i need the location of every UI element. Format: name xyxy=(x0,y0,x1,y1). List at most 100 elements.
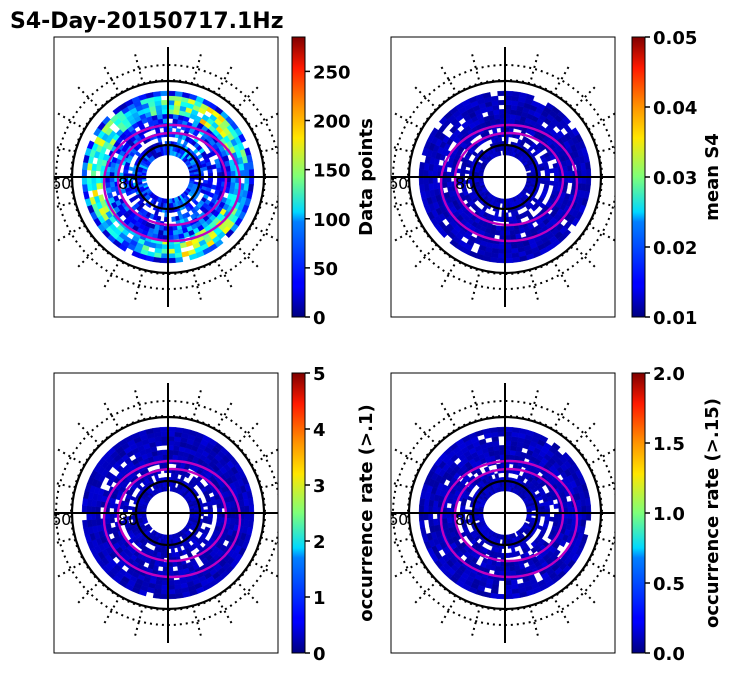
meridian-dotted xyxy=(439,63,456,91)
meridian-dotted xyxy=(470,610,480,639)
heatmap-cell xyxy=(174,592,184,599)
colorbar-tick-label: 250 xyxy=(313,62,351,83)
heatmap-cell xyxy=(544,168,550,174)
heatmap-cell xyxy=(584,497,591,507)
colorbar-tick-label: 0.05 xyxy=(653,28,697,49)
heatmap-cell xyxy=(508,552,514,558)
heatmap-cell xyxy=(172,225,178,232)
meridian-dotted xyxy=(391,562,419,579)
heatmap-cell xyxy=(159,463,165,470)
meridian-dotted xyxy=(75,420,98,443)
heatmap-cell xyxy=(244,512,250,521)
colorbar-tick-label: 2 xyxy=(313,532,326,553)
heatmap-cell xyxy=(82,497,89,507)
meridian-dotted xyxy=(439,599,456,627)
heatmap-cell xyxy=(504,593,513,600)
meridian-dotted xyxy=(591,448,615,464)
meridian-dotted xyxy=(75,583,98,606)
latitude-label-60: 60 xyxy=(51,174,71,193)
heatmap-cell xyxy=(427,176,434,184)
heatmap-cell xyxy=(494,454,501,461)
heatmap-cell xyxy=(580,519,587,528)
heatmap-cell xyxy=(584,183,591,193)
heatmap-cell xyxy=(423,169,429,178)
heatmap-cell xyxy=(247,161,254,171)
meridian-dotted xyxy=(133,51,143,80)
heatmap-cell xyxy=(539,179,546,185)
meridian-dotted xyxy=(54,562,82,579)
heatmap-cell xyxy=(419,161,426,171)
heatmap-cell xyxy=(427,170,434,178)
colorbar-tick-label: 0 xyxy=(313,644,326,665)
heatmap-cell xyxy=(423,505,429,514)
heatmap-cell xyxy=(530,205,538,212)
heatmap-cell xyxy=(446,517,453,524)
meridian-dotted xyxy=(217,63,234,91)
colorbar-label: Data points xyxy=(356,118,377,236)
meridian-dotted xyxy=(217,263,234,291)
heatmap-cell xyxy=(160,426,169,433)
heatmap-cell xyxy=(109,181,116,188)
meridian-dotted xyxy=(591,226,615,242)
heatmap-cell xyxy=(244,169,250,178)
meridian-dotted xyxy=(254,448,278,464)
heatmap-cell xyxy=(539,505,546,511)
heatmap-cell xyxy=(498,99,506,106)
heatmap-cell xyxy=(419,497,426,507)
heatmap-cell xyxy=(244,176,250,185)
meridian-dotted xyxy=(530,387,540,416)
heatmap-cell xyxy=(553,167,560,173)
heatmap-cell xyxy=(248,169,255,178)
colorbar-tick-label: 0.03 xyxy=(653,168,697,189)
heatmap-cell xyxy=(490,95,499,102)
heatmap-cell xyxy=(418,505,425,514)
heatmap-cell xyxy=(585,512,592,521)
heatmap-cell xyxy=(551,442,561,451)
heatmap-cell xyxy=(86,512,92,521)
heatmap-cell xyxy=(497,136,503,143)
meridian-dotted xyxy=(238,247,261,270)
heatmap-cell xyxy=(566,165,573,172)
heatmap-cell xyxy=(511,427,521,434)
meridian-dotted xyxy=(391,226,419,243)
heatmap-cell xyxy=(562,115,572,125)
heatmap-cell xyxy=(206,519,213,525)
colorbar-tick-label: 1.0 xyxy=(653,504,685,525)
heatmap-cell xyxy=(81,176,88,185)
meridian-dotted xyxy=(470,51,480,80)
heatmap-cell xyxy=(423,512,429,521)
polar-plot: 60 80 xyxy=(51,47,278,307)
heatmap-cell xyxy=(504,95,513,101)
auroral-oval-inner xyxy=(453,131,565,227)
meridian-dotted xyxy=(575,583,598,606)
heatmap-cell xyxy=(423,176,429,185)
meridian-dotted xyxy=(102,599,119,627)
polar-plot: 60 80 xyxy=(391,47,615,307)
heatmap-cell xyxy=(86,176,92,185)
heatmap-cell xyxy=(171,216,177,222)
heatmap-cell xyxy=(167,248,175,255)
meridian-dotted xyxy=(412,84,435,107)
meridian-dotted xyxy=(530,610,540,639)
heatmap-cell xyxy=(446,181,453,188)
colorbar-tick-label: 0.5 xyxy=(653,574,685,595)
colorbar-tick-label: 1 xyxy=(313,588,326,609)
heatmap-cell xyxy=(160,593,169,600)
heatmap-cell xyxy=(131,250,141,259)
heatmap-cell xyxy=(216,503,223,509)
latitude-label-80: 80 xyxy=(455,510,475,529)
heatmap-cell xyxy=(248,512,255,521)
panel-top-left: 60 80 0 50 100 150 200 250 Data points xyxy=(51,36,377,329)
colorbar: 0.0 0.5 1.0 1.5 2.0 occurrence rate (>.15) xyxy=(631,364,723,665)
heatmap-cell xyxy=(418,169,425,178)
heatmap-cell xyxy=(584,161,591,171)
meridian-dotted xyxy=(554,599,571,627)
heatmap-cell xyxy=(82,183,89,193)
heatmap-cell xyxy=(504,99,512,106)
heatmap-cell xyxy=(585,505,592,514)
heatmap-cell xyxy=(497,90,506,97)
heatmap-cell xyxy=(489,427,499,434)
meridian-dotted xyxy=(591,112,615,128)
heatmap-cell xyxy=(504,257,513,264)
heatmap-cell xyxy=(167,253,176,259)
